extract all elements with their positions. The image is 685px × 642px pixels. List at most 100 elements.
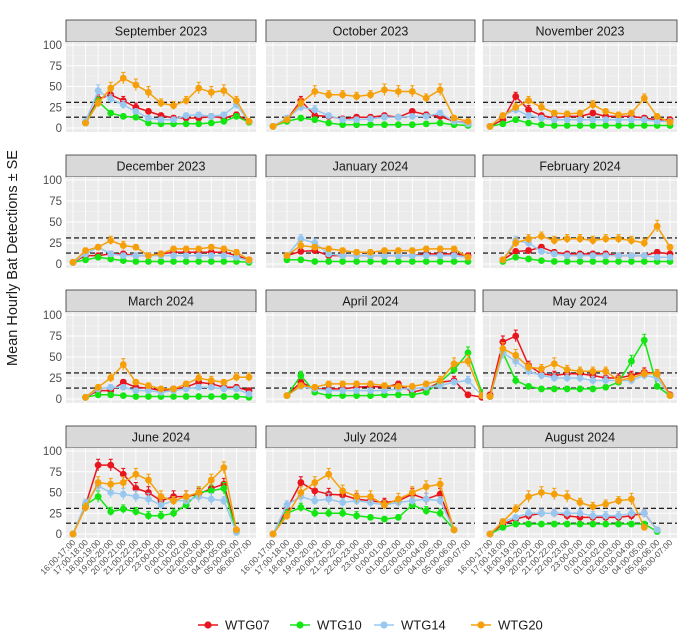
data-point [367,380,374,388]
data-point [464,377,472,384]
data-point [353,116,360,124]
data-point [233,248,240,256]
data-point [107,374,115,382]
data-point [207,112,215,120]
data-point [170,385,177,393]
data-point [367,121,374,129]
data-point [550,237,558,244]
data-point [119,505,127,513]
legend-key-point [380,621,388,629]
data-point [602,252,610,259]
data-point [132,243,140,251]
data-point [195,383,203,391]
data-point [195,374,203,382]
data-point [653,526,661,534]
data-point [589,503,597,511]
data-point [195,489,203,496]
facet-panel: October 2023 [265,19,476,132]
data-point [207,252,215,259]
data-point [283,392,291,400]
data-point [325,112,333,119]
data-point [464,349,472,357]
data-point [170,509,177,517]
data-point [538,372,545,379]
data-point [422,495,430,503]
data-point [353,512,360,520]
data-point [311,383,319,391]
data-point [422,245,430,253]
data-point [499,523,507,531]
data-point [628,252,635,259]
facet-title: May 2024 [553,295,608,309]
data-point [339,121,347,129]
data-point [311,479,319,486]
y-tick-label: 100 [43,40,62,52]
data-point [576,235,584,243]
data-point [512,239,520,247]
data-point [145,88,152,96]
data-point [563,252,571,259]
data-point [464,117,472,125]
data-point [615,520,622,528]
data-point [82,247,89,254]
data-point [207,476,215,484]
data-point [82,119,89,127]
data-point [512,520,520,528]
y-tick-label: 75 [49,61,62,73]
data-point [525,383,532,390]
data-point [653,383,661,390]
data-point [339,499,347,506]
data-point [325,495,333,503]
data-point [207,243,215,251]
data-point [576,252,584,259]
data-point [339,487,347,495]
data-point [132,81,140,89]
series-wtg14 [82,84,253,125]
data-point [339,509,347,517]
facet-panel: August 202416:00-17:0017:00-18:0018:00-1… [455,425,678,577]
data-point [394,88,402,95]
data-point [408,258,416,265]
data-point [145,489,152,496]
data-point [550,520,558,528]
y-tick-label: 50 [49,82,62,94]
legend-key-point [204,621,212,629]
data-point [653,253,661,261]
data-point [653,248,661,256]
data-point [107,237,115,244]
data-point [422,258,430,265]
data-point [486,530,494,538]
data-point [512,332,520,340]
data-point [499,256,507,264]
data-point [563,520,571,528]
data-point [563,509,571,517]
data-point [182,393,190,400]
data-point [628,258,635,265]
data-point [94,253,102,261]
data-point [339,380,347,388]
facet-panel: July 202416:00-17:0017:00-18:0018:00-19:… [238,425,476,577]
data-point [207,119,215,127]
data-point [220,497,228,505]
data-point [628,237,635,244]
data-point [450,245,458,253]
data-point [353,121,360,129]
data-point [512,514,520,521]
data-point [94,391,102,399]
data-point [408,108,416,115]
data-point [220,117,228,125]
data-point [145,387,152,394]
data-point [325,509,333,517]
data-point [245,117,253,125]
data-point [311,88,319,95]
data-point [381,247,388,254]
data-point [182,493,190,501]
data-point [207,383,215,391]
legend-item-wtg14: WTG14 [374,618,446,633]
data-point [512,505,520,513]
data-point [297,248,305,255]
facet-title: October 2023 [333,25,409,39]
data-point [628,122,635,129]
data-point [512,103,520,111]
data-point [353,248,360,256]
